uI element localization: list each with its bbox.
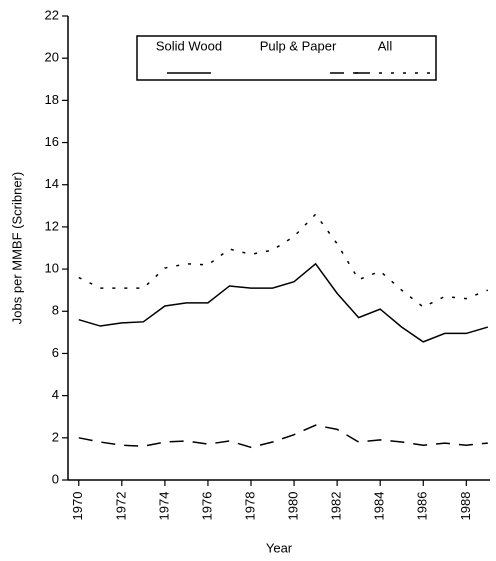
y-tick-label: 10 — [45, 261, 59, 276]
x-tick-label: 1972 — [113, 492, 128, 521]
x-tick-label: 1988 — [458, 492, 473, 521]
x-tick-label: 1970 — [70, 492, 85, 521]
y-tick-label: 12 — [45, 218, 59, 233]
y-tick-label: 0 — [52, 471, 59, 486]
x-tick-label: 1984 — [372, 492, 387, 521]
y-tick-label: 16 — [45, 134, 59, 149]
legend-label: Solid Wood — [156, 38, 222, 53]
series-line — [78, 213, 489, 308]
series-line — [78, 424, 488, 449]
legend-label: All — [378, 38, 393, 53]
x-tick-label: 1982 — [329, 492, 344, 521]
series-line — [78, 262, 489, 343]
y-tick-label: 22 — [45, 7, 59, 22]
x-tick-label: 1974 — [156, 492, 171, 521]
x-axis-label: Year — [266, 540, 293, 555]
y-tick-label: 14 — [45, 176, 59, 191]
x-tick-label: 1980 — [286, 492, 301, 521]
x-tick-label: 1978 — [242, 492, 257, 521]
y-tick-label: 20 — [45, 50, 59, 65]
y-axis-label: Jobs per MMBF (Scribner) — [9, 172, 24, 324]
y-tick-label: 6 — [52, 345, 59, 360]
x-tick-label: 1986 — [415, 492, 430, 521]
y-tick-label: 2 — [52, 429, 59, 444]
y-tick-label: 18 — [45, 92, 59, 107]
y-tick-label: 8 — [52, 303, 59, 318]
x-tick-label: 1976 — [199, 492, 214, 521]
y-tick-label: 4 — [52, 387, 59, 402]
legend-label: Pulp & Paper — [260, 38, 337, 53]
